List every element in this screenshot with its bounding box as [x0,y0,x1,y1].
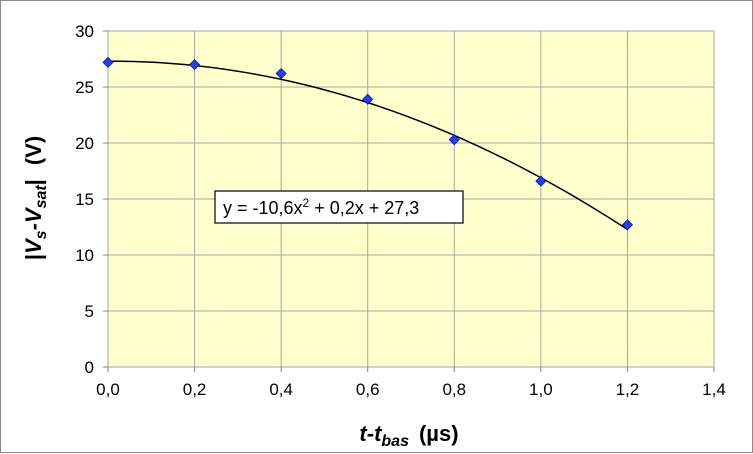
x-title-main: t-t [359,421,383,446]
data-point [535,175,547,187]
x-tick-label: 1,0 [529,380,553,399]
x-tick-label: 0,8 [442,380,466,399]
data-point [189,59,201,71]
x-tick-label: 0,0 [96,380,120,399]
y-axis-title: |Vs-Vsat|(V) [21,136,50,260]
data-points [102,56,633,231]
y-title-bar-right: | [21,179,46,185]
x-title-unit: (µs) [419,421,459,446]
data-point [362,93,374,105]
y-tick-label: 15 [75,190,94,209]
x-title-sub: bas [381,433,409,450]
y-title-dash: -V [21,206,46,230]
x-tick-label: 0,4 [269,380,293,399]
trendline-equation: y = -10,6x2 + 0,2x + 27,3 [223,196,419,218]
y-title-v1: V [21,237,46,254]
y-tick-label: 5 [85,302,94,321]
y-tick-label: 25 [75,78,94,97]
y-tick-label: 30 [75,22,94,41]
y-title-sub2: sat [33,185,50,209]
y-tick-label: 20 [75,134,94,153]
x-tick-label: 0,6 [356,380,380,399]
x-axis-title: t-tbas (µs) [359,421,458,450]
data-point [102,56,114,68]
data-point [448,134,460,146]
tick-labels: 0,0 0,2 0,4 0,6 0,8 1,0 1,2 1,4 0 5 10 15 20 25 30 [75,22,726,399]
x-tick-label: 1,4 [702,380,726,399]
y-tick-label: 0 [85,358,94,377]
x-tick-label: 0,2 [183,380,207,399]
y-title-sub1: s [33,230,50,239]
equation-suffix: + 0,2x + 27,3 [309,198,419,218]
y-title-bar-left: | [21,254,46,260]
x-tick-label: 1,2 [616,380,640,399]
data-point [275,67,287,80]
trendline-equation-box: y = -10,6x2 + 0,2x + 27,3 [214,190,464,224]
equation-exponent: 2 [303,196,310,210]
equation-prefix: y = -10,6x [223,198,303,218]
data-point [621,219,633,231]
y-title-unit: (V) [21,136,46,165]
y-tick-label: 10 [75,246,94,265]
